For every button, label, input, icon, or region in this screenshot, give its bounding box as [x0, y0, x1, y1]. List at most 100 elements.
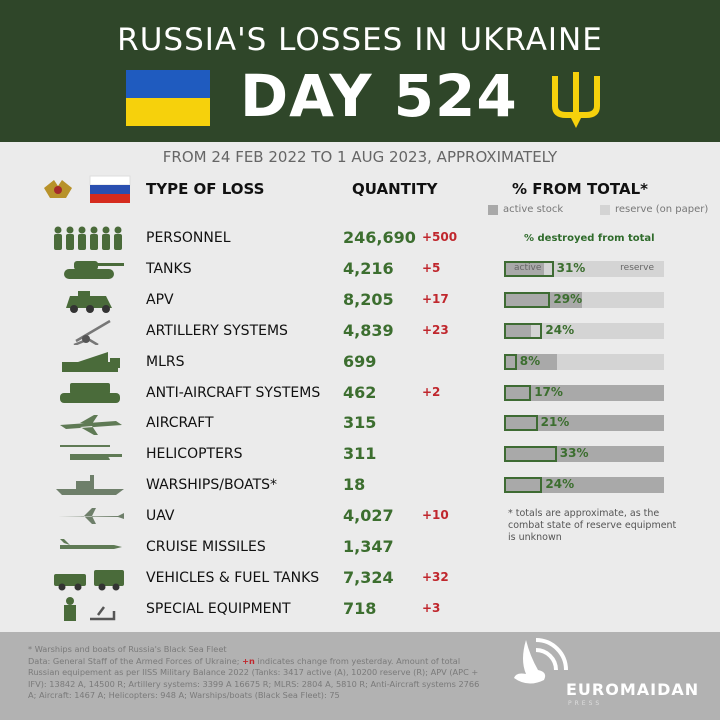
- active-segment: [504, 384, 664, 401]
- percent-bar: 21%: [504, 415, 664, 432]
- daily-change: +3: [422, 600, 441, 615]
- loss-type: UAV: [146, 508, 175, 525]
- loss-type: TANKS: [146, 260, 192, 277]
- percent-bar: 8%: [504, 353, 664, 370]
- daily-change: +500: [422, 230, 458, 244]
- loss-type: ANTI-AIRCRAFT SYSTEMS: [146, 384, 321, 401]
- header-banner: RUSSIA'S LOSSES IN UKRAINE DAY 524: [0, 0, 720, 142]
- loss-row: ANTI-AIRCRAFT SYSTEMS 462 +2 17%: [0, 379, 720, 407]
- destroyed-label: % destroyed from total: [524, 233, 655, 244]
- loss-row: WARSHIPS/BOATS* 18 24%: [0, 471, 720, 499]
- loss-quantity: 4,839: [343, 320, 394, 340]
- percent-label: 8%: [519, 353, 541, 368]
- loss-type: ARTILLERY SYSTEMS: [146, 322, 288, 339]
- warship-icon: [56, 475, 124, 496]
- loss-row: UAV 4,027 +10: [0, 502, 720, 530]
- percent-label: 33%: [559, 446, 589, 461]
- loss-quantity: 7,324: [343, 567, 394, 587]
- loss-quantity: 1,347: [343, 537, 394, 556]
- destroyed-segment: [504, 353, 517, 370]
- legend-reserve: reserve (on paper): [600, 204, 708, 215]
- vehicles-icon: [54, 569, 124, 591]
- loss-quantity: 315: [343, 413, 377, 433]
- euromaidan-logo-icon: [514, 638, 568, 684]
- day-counter: DAY 524: [240, 62, 518, 130]
- daily-change: +17: [422, 291, 449, 306]
- loss-type: CRUISE MISSILES: [146, 539, 266, 555]
- daily-change: +23: [422, 322, 449, 337]
- loss-row: CRUISE MISSILES 1,347: [0, 533, 720, 561]
- footer-source: Data: General Staff of the Armed Forces …: [28, 655, 240, 666]
- active-segment: [504, 260, 544, 277]
- loss-quantity: 462: [343, 382, 377, 402]
- destroyed-segment: [504, 477, 543, 494]
- percent-label: 31%: [556, 260, 586, 275]
- artillery-icon: [73, 319, 111, 345]
- legend-active-label: active stock: [503, 204, 564, 215]
- column-header-quantity: QUANTITY: [352, 180, 438, 198]
- logo-subtext: PRESS: [568, 700, 603, 707]
- daily-change: +5: [422, 260, 441, 275]
- reserve-swatch: [600, 204, 610, 215]
- soldiers-icon: [54, 226, 122, 250]
- loss-type: APV: [146, 291, 174, 308]
- uav-icon: [58, 508, 124, 525]
- percent-bar: 29%: [504, 291, 664, 308]
- percent-label: 29%: [553, 291, 583, 306]
- active-swatch: [488, 204, 498, 215]
- loss-row: HELICOPTERS 311 33%: [0, 440, 720, 468]
- loss-quantity: 311: [343, 444, 377, 464]
- loss-row: AIRCRAFT 315 21%: [0, 409, 720, 437]
- legend-active: active stock: [488, 204, 563, 215]
- loss-quantity: 4,027: [343, 506, 394, 526]
- loss-row: TANKS 4,216 +5 31% active reserve: [0, 255, 720, 283]
- bar-active-label: active: [514, 262, 542, 273]
- aircraft-icon: [60, 415, 122, 436]
- apv-icon: [66, 290, 112, 313]
- active-segment: [504, 353, 557, 370]
- loss-quantity: 718: [343, 598, 377, 618]
- footer-note-warships: * Warships and boats of Russia's Black S…: [28, 644, 227, 654]
- percent-bar: 24%: [504, 477, 664, 494]
- loss-type: PERSONNEL: [146, 230, 231, 246]
- footer-plus-n: +n: [242, 655, 255, 666]
- percent-bar: 17%: [504, 384, 664, 401]
- footer: * Warships and boats of Russia's Black S…: [0, 632, 720, 720]
- loss-quantity: 8,205: [343, 289, 394, 309]
- loss-row: APV 8,205 +17 29%: [0, 286, 720, 314]
- bar-reserve-label: reserve: [620, 262, 654, 273]
- daily-change: +2: [422, 384, 441, 399]
- loss-type: AIRCRAFT: [146, 415, 214, 432]
- destroyed-segment: [504, 260, 554, 277]
- destroyed-segment: [504, 446, 557, 463]
- loss-row: PERSONNEL 246,690 +500: [0, 224, 720, 252]
- destroyed-segment: [504, 322, 543, 339]
- anti-aircraft-icon: [60, 382, 120, 403]
- percent-label: 24%: [545, 322, 575, 337]
- tank-icon: [64, 260, 124, 279]
- percent-bar: 31% active reserve: [504, 260, 664, 277]
- active-segment: [504, 415, 664, 432]
- percent-label: 21%: [540, 415, 570, 430]
- special-equipment-icon: [64, 596, 116, 621]
- percent-bar: 33%: [504, 446, 664, 463]
- loss-row: VEHICLES & FUEL TANKS 7,324 +32: [0, 564, 720, 592]
- ukraine-flag-icon: [126, 70, 210, 126]
- helicopter-icon: [60, 445, 122, 461]
- destroyed-segment: [504, 291, 551, 308]
- loss-quantity: 246,690: [343, 228, 416, 247]
- percent-bar: 24%: [504, 322, 664, 339]
- destroyed-segment: [504, 415, 538, 432]
- reserve-segment: [504, 260, 664, 277]
- loss-type: MLRS: [146, 353, 185, 370]
- date-range: FROM 24 FEB 2022 TO 1 AUG 2023, APPROXIM…: [162, 148, 558, 166]
- reserve-segment: [504, 322, 664, 339]
- trident-icon: [552, 72, 600, 128]
- loss-row: MLRS 699 8%: [0, 348, 720, 376]
- russian-emblem-flag-icon: [44, 175, 131, 203]
- active-segment: [504, 291, 583, 308]
- legend-reserve-label: reserve (on paper): [615, 204, 709, 215]
- daily-change: +32: [422, 569, 449, 584]
- column-header-percent: % FROM TOTAL*: [512, 180, 649, 198]
- active-segment: [504, 477, 664, 494]
